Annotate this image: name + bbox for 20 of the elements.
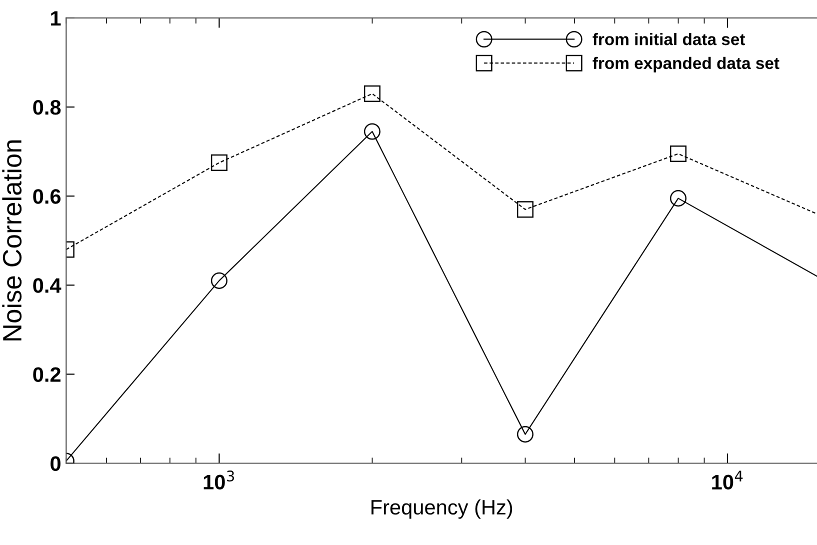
point: [670, 146, 686, 162]
point: [670, 190, 686, 207]
point: [364, 85, 380, 102]
point: [364, 123, 380, 140]
y-tick-label: 0.6: [33, 189, 61, 204]
y-tick-label: 0.2: [33, 367, 60, 382]
x-axis-title: Frequency (Hz): [372, 499, 512, 519]
y-axis-title: Noise Correlation: [2, 140, 22, 340]
point: [210, 272, 228, 289]
legend-label: from expanded data set: [592, 56, 780, 72]
point: [516, 201, 534, 218]
x-tick-label: 10$^{4}$: [712, 470, 743, 490]
y-tick-label: 0: [50, 456, 60, 472]
x-tick-label: 10$^{3}$: [204, 470, 234, 490]
legend-label: from initial data set: [592, 32, 746, 46]
point: [210, 154, 228, 171]
y-tick-label: 1: [51, 11, 61, 26]
y-tick-label: 0.4: [33, 278, 62, 293]
y-tick-label: 0.8: [33, 100, 61, 115]
point: [516, 426, 534, 443]
